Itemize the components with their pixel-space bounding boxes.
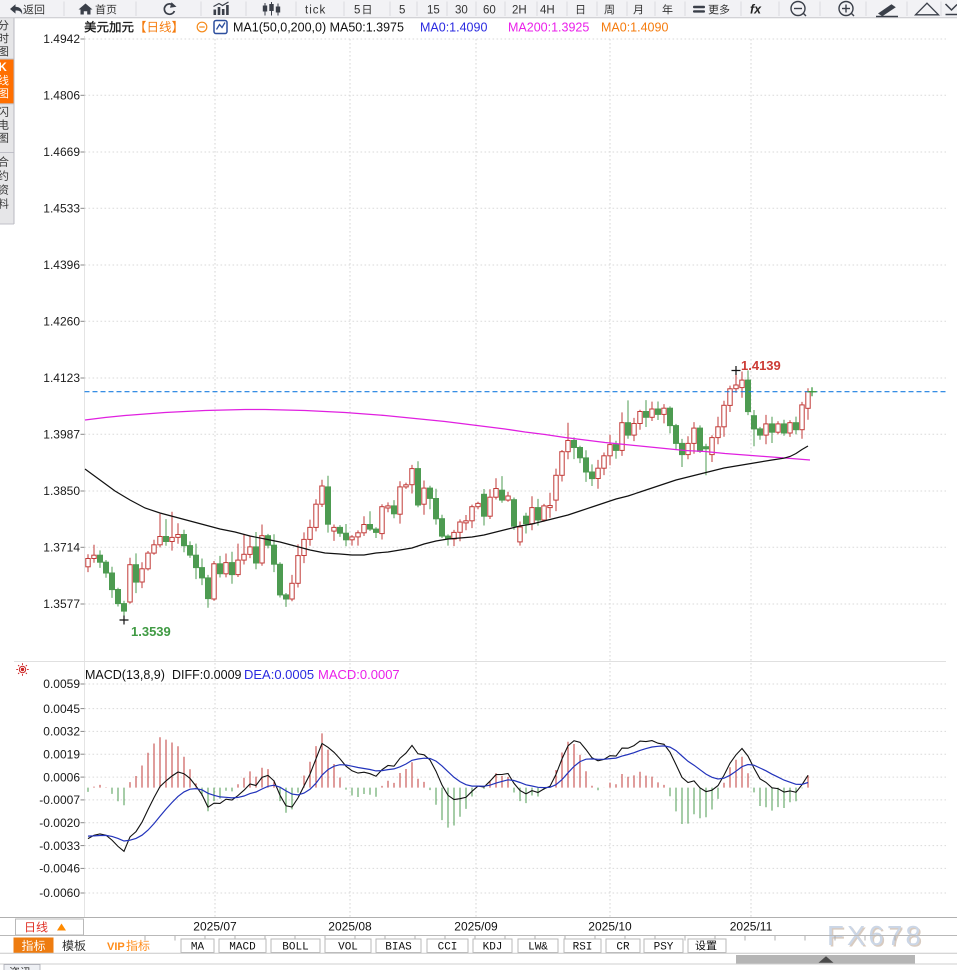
svg-text:0.0059: 0.0059: [43, 677, 80, 691]
svg-text:5: 5: [399, 5, 405, 17]
svg-text:VIP: VIP: [107, 941, 125, 953]
svg-text:0.0006: 0.0006: [43, 770, 80, 784]
svg-text:1.4139: 1.4139: [741, 358, 781, 373]
svg-text:0.0019: 0.0019: [43, 747, 80, 761]
svg-text:DIFF:0.0009: DIFF:0.0009: [172, 668, 242, 682]
svg-text:0.0045: 0.0045: [43, 702, 80, 716]
svg-text:1.4942: 1.4942: [43, 32, 80, 46]
svg-text:1.4669: 1.4669: [43, 145, 80, 159]
svg-text:MA1(50,0,200,0) MA50:1.3975: MA1(50,0,200,0) MA50:1.3975: [233, 21, 404, 35]
svg-text:1.4806: 1.4806: [43, 88, 80, 102]
svg-text:DEA:0.0005: DEA:0.0005: [244, 667, 314, 682]
svg-text:1.4123: 1.4123: [43, 371, 80, 385]
svg-text:1.4533: 1.4533: [43, 201, 80, 215]
svg-text:MA: MA: [191, 942, 205, 954]
svg-text:-0.0046: -0.0046: [39, 862, 80, 876]
svg-text:5: 5: [354, 5, 360, 17]
svg-text:MACD(13,8,9): MACD(13,8,9): [85, 668, 165, 682]
svg-text:MACD: MACD: [229, 942, 256, 954]
svg-text:-0.0007: -0.0007: [39, 793, 80, 807]
svg-text:VOL: VOL: [338, 942, 358, 954]
svg-text:K: K: [0, 62, 8, 74]
svg-text:KDJ: KDJ: [483, 942, 503, 954]
svg-text:2025/10: 2025/10: [588, 920, 632, 934]
svg-text:MA0:1.4090: MA0:1.4090: [601, 21, 668, 35]
svg-text:-0.0060: -0.0060: [39, 886, 80, 900]
svg-text:1.3987: 1.3987: [43, 427, 80, 441]
svg-text:MA0:1.4090: MA0:1.4090: [420, 21, 487, 35]
svg-text:CCI: CCI: [438, 942, 458, 954]
svg-text:-0.0020: -0.0020: [39, 816, 80, 830]
svg-text:2H: 2H: [512, 5, 527, 17]
svg-text:FX678: FX678: [829, 922, 926, 953]
svg-text:1.3539: 1.3539: [131, 624, 171, 639]
svg-text:1.4260: 1.4260: [43, 314, 80, 328]
svg-text:CR: CR: [616, 942, 630, 954]
svg-text:fx: fx: [750, 3, 762, 17]
svg-text:PSY: PSY: [654, 942, 674, 954]
svg-text:1.3577: 1.3577: [43, 597, 80, 611]
svg-text:-0.0033: -0.0033: [39, 839, 80, 853]
svg-text:RSI: RSI: [573, 942, 593, 954]
svg-text:2025/11: 2025/11: [730, 920, 773, 934]
svg-text:BOLL: BOLL: [282, 942, 308, 954]
svg-text:BIAS: BIAS: [385, 942, 412, 954]
svg-text:MACD:0.0007: MACD:0.0007: [318, 667, 400, 682]
svg-text:2025/08: 2025/08: [328, 920, 372, 934]
svg-text:1.3850: 1.3850: [43, 484, 80, 498]
svg-text:1.4396: 1.4396: [43, 258, 80, 272]
svg-text:tick: tick: [305, 5, 326, 17]
svg-text:2025/09: 2025/09: [454, 920, 498, 934]
svg-text:LW&: LW&: [528, 942, 548, 954]
svg-text:30: 30: [455, 5, 468, 17]
svg-text:60: 60: [483, 5, 496, 17]
svg-text:15: 15: [427, 5, 440, 17]
svg-text:1.3714: 1.3714: [43, 540, 80, 554]
svg-text:0.0032: 0.0032: [43, 725, 80, 739]
svg-text:MA200:1.3925: MA200:1.3925: [508, 21, 589, 35]
svg-text:4H: 4H: [540, 5, 555, 17]
svg-text:2025/07: 2025/07: [193, 920, 237, 934]
